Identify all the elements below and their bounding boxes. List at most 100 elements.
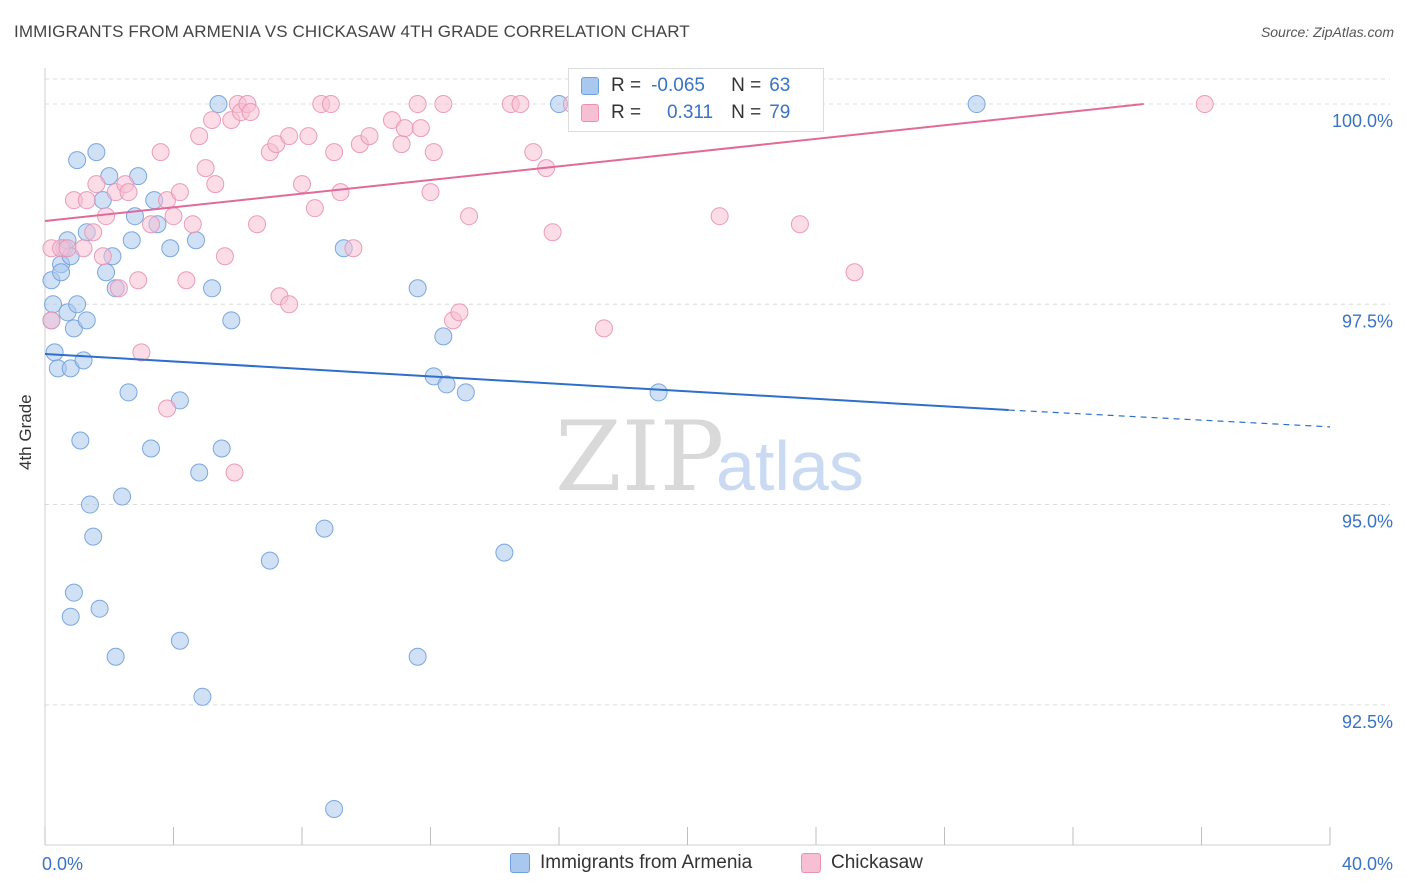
- series-legend: Immigrants from Armenia Chickasaw: [0, 850, 1406, 880]
- chickasaw-point: [331, 183, 350, 202]
- armenia-point: [408, 279, 427, 298]
- armenia-trend-line: [44, 352, 1009, 412]
- chickasaw-point: [206, 175, 225, 194]
- chickasaw-point: [594, 319, 613, 338]
- armenia-point: [209, 95, 228, 114]
- chickasaw-point: [170, 183, 189, 202]
- chickasaw-point: [164, 207, 183, 226]
- chickasaw-point: [360, 127, 379, 146]
- armenia-point: [119, 383, 138, 402]
- armenia-r-value: -0.065: [651, 75, 705, 96]
- chickasaw-point: [460, 207, 479, 226]
- chickasaw-point: [87, 175, 106, 194]
- x-tick-label: 0.0%: [42, 854, 83, 874]
- chickasaw-point: [248, 215, 267, 234]
- chickasaw-point: [293, 175, 311, 194]
- x-tick-label: 40.0%: [1342, 854, 1393, 874]
- chickasaw-point: [215, 247, 234, 266]
- armenia-point: [222, 311, 241, 330]
- armenia-point: [434, 327, 453, 346]
- y-tick-label: 97.5%: [1342, 311, 1393, 331]
- legend-item-armenia[interactable]: Immigrants from Armenia: [510, 852, 752, 874]
- y-tick-label: 95.0%: [1342, 512, 1393, 532]
- chickasaw-point: [395, 119, 414, 138]
- chickasaw-point: [543, 223, 562, 242]
- chickasaw-point: [77, 191, 96, 210]
- stats-row-chickasaw: R = 0.311 N = 79: [581, 100, 790, 126]
- chickasaw-point: [524, 143, 543, 162]
- armenia-point: [203, 279, 222, 298]
- chickasaw-point: [421, 183, 440, 202]
- legend-label-armenia: Immigrants from Armenia: [540, 852, 753, 873]
- chickasaw-point: [97, 207, 116, 226]
- armenia-point: [129, 167, 148, 186]
- armenia-point: [170, 631, 189, 650]
- chickasaw-point: [129, 271, 148, 290]
- chickasaw-point: [710, 207, 729, 226]
- chickasaw-point: [74, 239, 93, 258]
- trend-lines: [44, 103, 1331, 428]
- armenia-point: [170, 391, 189, 410]
- legend-swatch-chickasaw: [801, 853, 821, 873]
- chickasaw-point: [132, 343, 151, 362]
- armenia-point: [456, 383, 475, 402]
- chickasaw-point: [382, 111, 401, 130]
- armenia-point: [967, 95, 986, 114]
- chickasaw-point: [177, 271, 196, 290]
- chickasaw-point: [344, 239, 363, 258]
- chickasaw-point: [158, 399, 177, 418]
- armenia-n-value: 63: [769, 75, 791, 96]
- armenia-point: [212, 439, 231, 458]
- armenia-point: [100, 167, 119, 186]
- chickasaw-point: [42, 311, 61, 330]
- chickasaw-point: [845, 263, 864, 282]
- scatter-points: [42, 95, 1214, 818]
- armenia-point: [161, 239, 180, 258]
- armenia-point: [87, 143, 106, 162]
- chickasaw-trend-line: [44, 103, 1144, 222]
- chickasaw-point: [450, 303, 469, 322]
- chickasaw-point: [142, 215, 161, 234]
- armenia-point: [74, 351, 93, 370]
- chickasaw-point: [280, 127, 299, 146]
- chickasaw-point: [58, 239, 77, 258]
- chickasaw-point: [511, 95, 530, 114]
- armenia-point: [437, 375, 456, 394]
- armenia-point: [106, 647, 125, 666]
- gridlines: [45, 78, 1390, 706]
- chickasaw-point: [321, 95, 340, 114]
- armenia-point: [84, 527, 103, 546]
- armenia-point: [61, 607, 80, 626]
- chickasaw-point: [93, 247, 112, 266]
- armenia-point: [45, 343, 64, 362]
- y-tick-label: 92.5%: [1342, 712, 1393, 732]
- chickasaw-point: [280, 295, 299, 314]
- armenia-trend-extension: [1008, 409, 1331, 428]
- chickasaw-n-label: N =: [731, 102, 762, 123]
- armenia-point: [649, 383, 668, 402]
- armenia-point: [325, 799, 344, 818]
- chickasaw-point: [1195, 95, 1214, 114]
- chickasaw-point: [434, 95, 453, 114]
- armenia-point: [52, 263, 71, 282]
- chickasaw-point: [790, 215, 809, 234]
- armenia-point: [97, 263, 116, 282]
- chickasaw-point: [196, 159, 215, 178]
- stats-legend: R = -0.065 N = 63 R = 0.311 N = 79: [568, 68, 824, 132]
- chickasaw-point: [119, 183, 138, 202]
- legend-label-chickasaw: Chickasaw: [831, 852, 923, 873]
- armenia-swatch: [581, 77, 599, 95]
- armenia-point: [61, 359, 80, 378]
- chickasaw-point: [299, 127, 318, 146]
- armenia-n-label: N =: [731, 75, 762, 96]
- armenia-point: [64, 583, 83, 602]
- armenia-point: [122, 231, 141, 250]
- armenia-point: [77, 311, 96, 330]
- chickasaw-swatch: [581, 104, 599, 122]
- chickasaw-point: [325, 143, 344, 162]
- armenia-point: [142, 439, 161, 458]
- armenia-point: [408, 647, 427, 666]
- legend-item-chickasaw[interactable]: Chickasaw: [801, 852, 923, 874]
- armenia-point: [190, 463, 209, 482]
